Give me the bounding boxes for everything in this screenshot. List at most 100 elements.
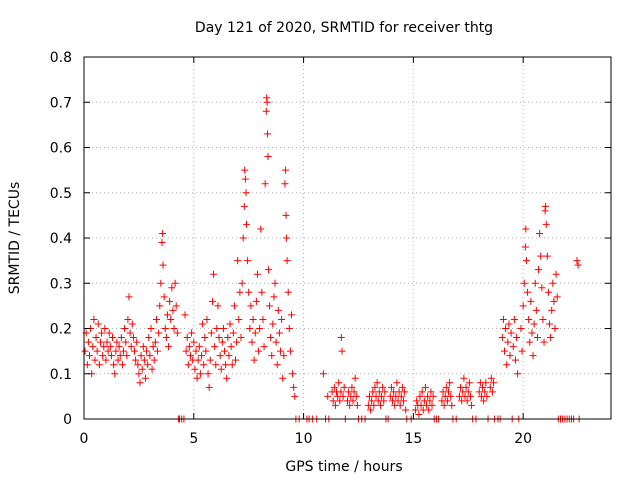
data-point: [157, 279, 165, 287]
data-point: [152, 315, 160, 323]
data-point: [387, 383, 395, 391]
data-point: [117, 334, 125, 342]
data-point: [246, 325, 254, 332]
data-point: [396, 401, 404, 409]
data-point: [415, 410, 423, 418]
data-point: [113, 338, 121, 346]
y-tick-label: 0.1: [50, 367, 72, 383]
data-point: [352, 392, 360, 400]
data-point: [223, 374, 231, 382]
data-point: [125, 293, 133, 301]
data-point: [132, 356, 140, 364]
data-point: [553, 293, 561, 301]
data-point: [120, 347, 128, 355]
data-point: [172, 302, 180, 310]
data-point: [329, 397, 337, 405]
data-point: [428, 401, 436, 409]
data-point: [464, 388, 472, 396]
data-point: [521, 243, 529, 251]
data-point: [116, 352, 124, 360]
data-point: [236, 288, 244, 296]
data-point: [128, 320, 136, 328]
data-point: [138, 365, 146, 373]
data-point: [185, 343, 193, 351]
data-point: [135, 370, 143, 378]
data-point: [336, 397, 344, 405]
data-point: [204, 370, 212, 378]
data-point: [255, 347, 263, 355]
y-tick-label: 0.7: [50, 95, 72, 111]
data-point: [93, 347, 101, 355]
data-point: [460, 374, 468, 382]
data-point: [543, 252, 551, 260]
data-point: [144, 361, 152, 369]
data-point: [266, 302, 274, 310]
data-point: [221, 347, 229, 355]
data-point: [99, 352, 107, 360]
data-point: [202, 347, 210, 355]
data-point: [105, 329, 113, 337]
data-point: [524, 288, 532, 296]
data-point: [530, 320, 538, 328]
data-point: [369, 388, 377, 396]
data-point: [242, 220, 250, 228]
data-point: [114, 356, 122, 364]
data-point: [466, 392, 474, 400]
data-point: [106, 343, 114, 351]
data-point: [275, 329, 283, 337]
data-point: [448, 401, 456, 409]
data-point: [226, 320, 234, 328]
data-point: [137, 352, 145, 360]
data-point: [228, 361, 236, 369]
data-point: [171, 279, 179, 287]
data-point: [520, 279, 528, 287]
data-point: [537, 252, 545, 260]
data-point: [279, 374, 287, 382]
data-point: [338, 347, 346, 355]
data-point: [427, 388, 435, 396]
data-point: [540, 338, 548, 346]
data-point: [319, 370, 327, 378]
data-point: [210, 270, 218, 278]
data-point: [222, 361, 230, 369]
x-tick-label: 15: [404, 431, 422, 447]
data-point: [247, 302, 255, 310]
data-point: [256, 325, 264, 332]
data-point: [235, 315, 243, 323]
data-point: [487, 374, 495, 382]
data-point: [248, 338, 256, 346]
data-point: [542, 202, 550, 210]
data-point: [447, 392, 455, 400]
data-point: [418, 388, 426, 396]
data-point: [245, 288, 253, 296]
data-point: [163, 311, 171, 319]
data-point: [121, 325, 129, 332]
data-point: [201, 334, 209, 342]
data-point: [488, 388, 496, 396]
data-point: [115, 343, 123, 351]
data-point: [197, 352, 205, 360]
data-point: [196, 370, 204, 378]
data-point: [533, 334, 541, 342]
data-point: [337, 334, 345, 342]
axis-ticks: 0 0.1 0.2 0.3 0.4 0.5 0.6 0.7 0.8 0 5 10 15 20: [50, 50, 611, 447]
data-point: [154, 347, 162, 355]
data-point: [244, 257, 252, 265]
data-point: [123, 352, 131, 360]
data-point: [536, 229, 544, 237]
data-point: [378, 392, 386, 400]
y-tick-label: 0.2: [50, 322, 72, 338]
data-point: [194, 356, 202, 364]
data-point: [465, 379, 473, 387]
data-point: [98, 329, 106, 337]
data-point: [118, 361, 126, 369]
data-point: [81, 347, 89, 355]
data-point: [205, 383, 213, 391]
data-point: [350, 388, 358, 396]
data-point: [505, 320, 513, 328]
data-point: [216, 352, 224, 360]
data-point: [290, 383, 298, 391]
data-point: [182, 347, 190, 355]
data-point: [335, 379, 343, 387]
data-point: [95, 361, 103, 369]
